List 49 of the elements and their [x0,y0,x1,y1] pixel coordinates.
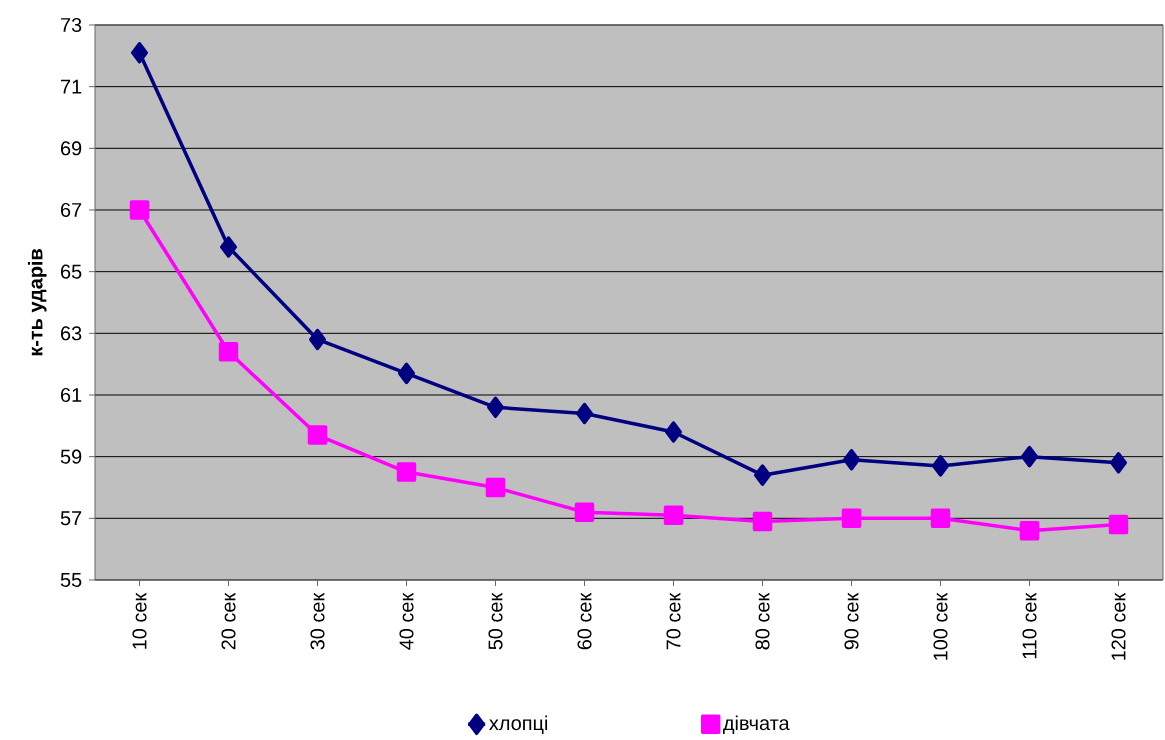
point [129,200,150,220]
x-tick-label: 50 сек [488,592,503,650]
point [574,502,595,522]
y-tick-label: 61 [61,387,82,403]
point [220,236,238,258]
x-tick-label: 10 сек [132,592,147,649]
point [485,477,506,498]
x-tick-label: 70 сек [666,592,681,650]
y-tick-label: 67 [61,202,82,218]
point [398,362,416,385]
y-axis-title: к-ть ударів [27,249,47,356]
y-tick-label: 59 [60,449,82,464]
point [930,508,951,529]
y-tick-label: 71 [61,79,82,94]
point [576,402,593,425]
point [843,448,860,471]
point [663,505,684,525]
x-tick-label: 110 сек [1022,592,1037,659]
y-tick-label: 73 [61,17,82,33]
point [1110,452,1127,474]
y-tick-label: 55 [60,573,82,587]
legend-label: дівчата [723,715,790,734]
x-tick-label: 60 сек [577,592,592,650]
x-tick-label: 30 сек [310,592,325,650]
y-tick-label: 57 [60,511,82,526]
legend-label: хлопці [489,715,548,734]
point [754,464,771,486]
point [1019,520,1040,541]
point [307,425,328,445]
point [309,328,327,351]
point [218,342,239,362]
x-tick-label: 40 сек [399,592,414,650]
x-tick-label: 90 сек [844,592,859,650]
y-tick-label: 65 [61,264,82,279]
x-tick-label: 20 сек [221,592,236,650]
point [131,41,149,64]
point [665,421,682,443]
x-tick-label: 100 сек [933,592,948,660]
y-tick-label: 63 [61,326,82,341]
x-tick-label: 120 сек [1111,592,1126,660]
x-tick-label: 80 сек [755,592,770,650]
point [752,511,773,532]
point [1021,445,1038,468]
y-tick-label: 69 [61,141,82,156]
point [396,462,417,482]
point [487,396,505,419]
point [841,508,862,529]
point [932,455,949,477]
point [1108,514,1129,535]
